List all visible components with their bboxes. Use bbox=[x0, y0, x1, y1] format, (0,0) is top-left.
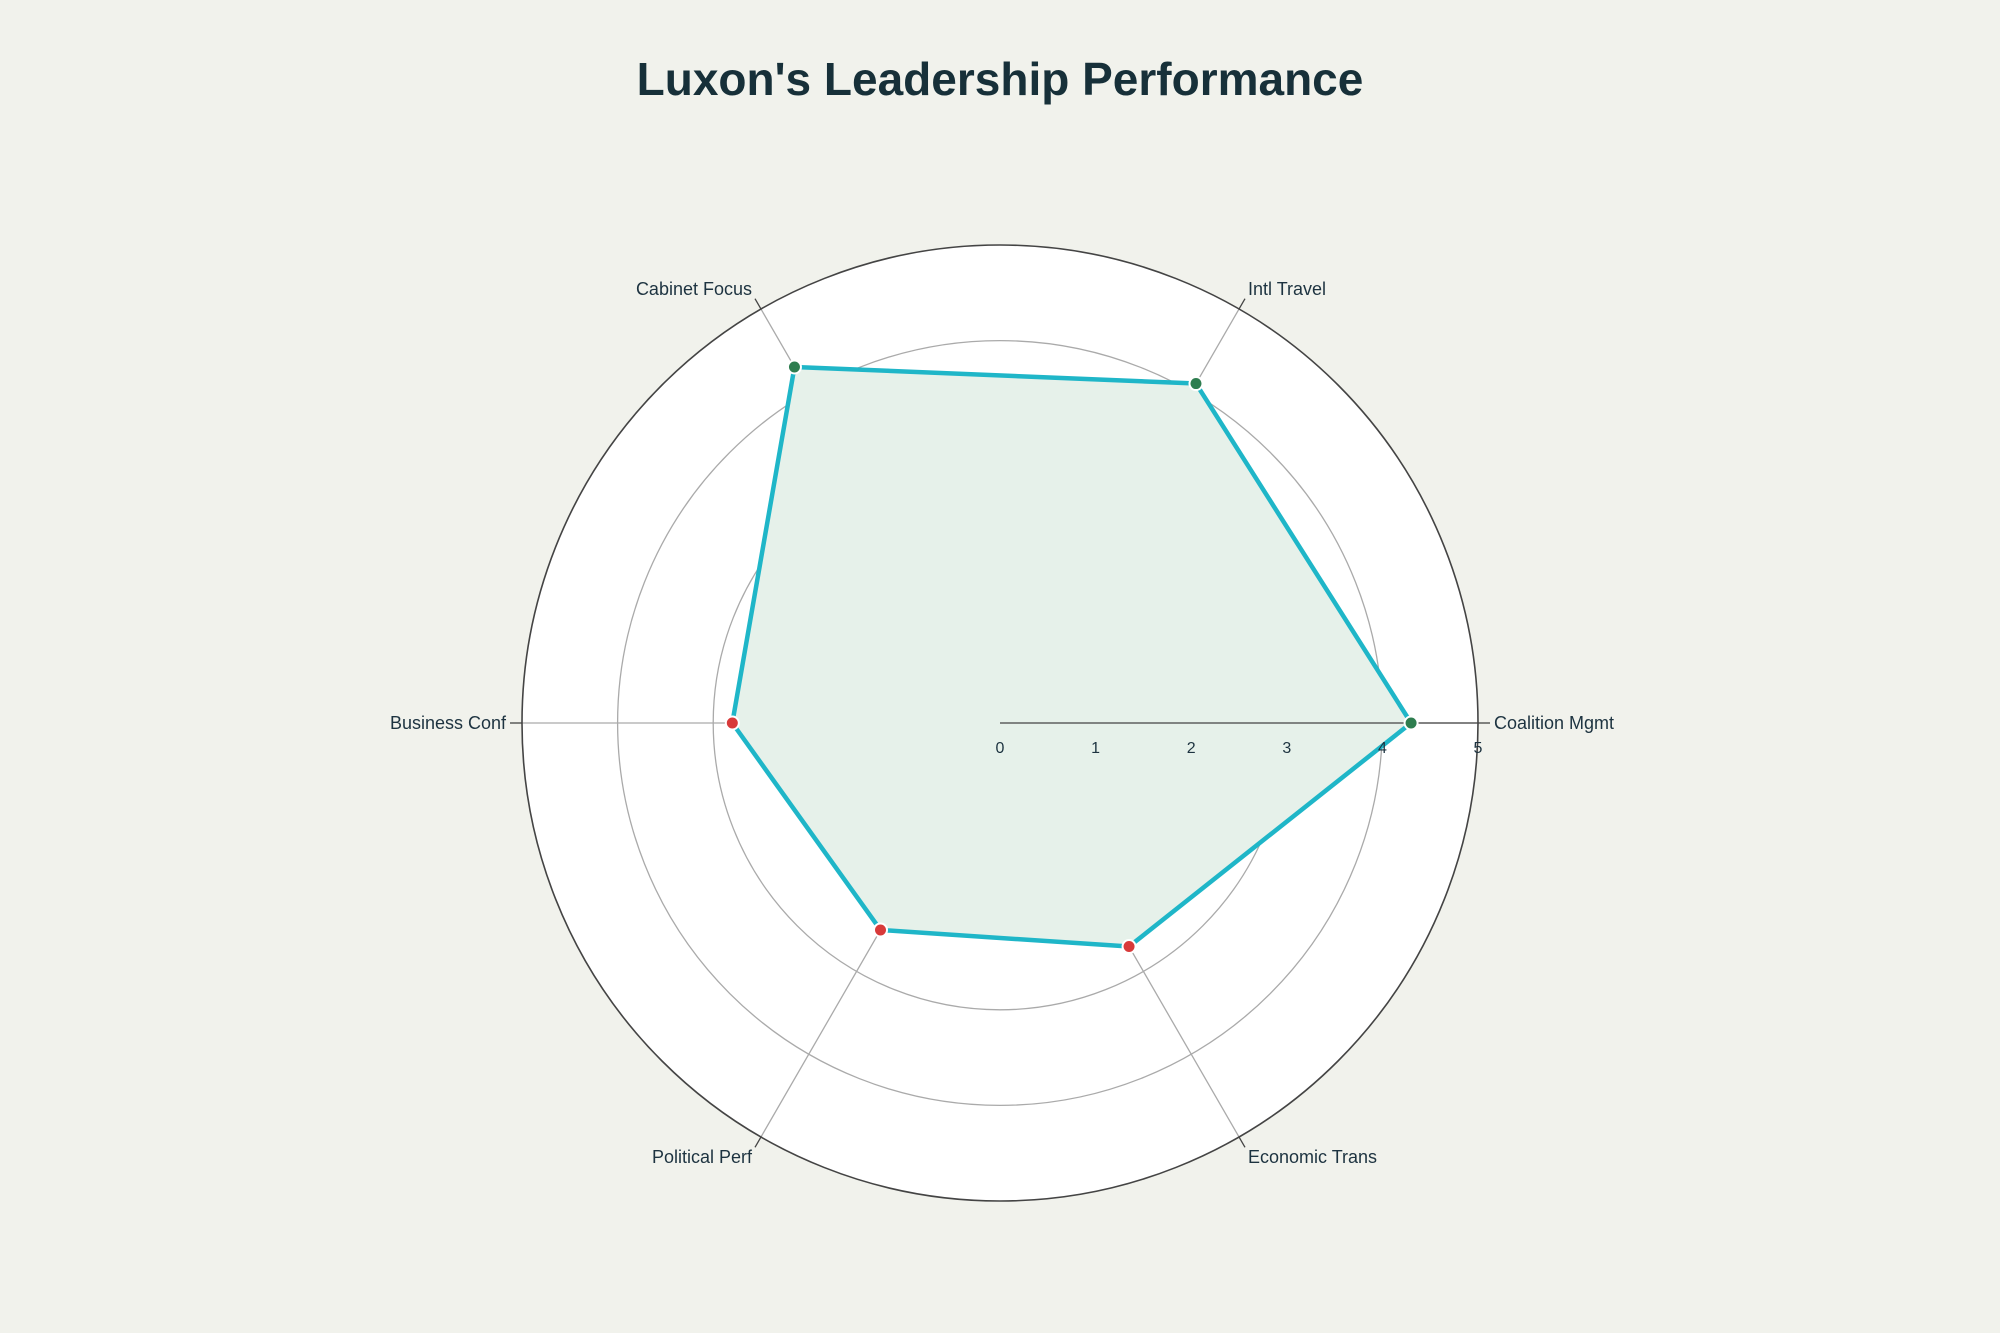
axis-label: Business Conf bbox=[390, 713, 507, 733]
data-point[interactable] bbox=[873, 922, 888, 938]
radial-tick-label: 2 bbox=[1187, 740, 1196, 757]
radial-tick-label: 4 bbox=[1378, 740, 1387, 757]
data-point[interactable] bbox=[1403, 715, 1419, 731]
data-point[interactable] bbox=[1188, 376, 1204, 392]
axis-label: Economic Trans bbox=[1248, 1147, 1377, 1167]
axis-label: Political Perf bbox=[652, 1147, 753, 1167]
axis-tick bbox=[754, 298, 762, 310]
radial-tick-label: 1 bbox=[1091, 740, 1100, 757]
chart-title: Luxon's Leadership Performance bbox=[636, 53, 1364, 105]
radial-tick-label: 0 bbox=[996, 740, 1005, 757]
series-area bbox=[732, 366, 1412, 947]
axis-tick bbox=[1238, 298, 1246, 310]
axis-label: Coalition Mgmt bbox=[1494, 713, 1614, 733]
radial-tick-label: 3 bbox=[1282, 740, 1291, 757]
data-point[interactable] bbox=[1121, 939, 1137, 955]
axis-tick bbox=[754, 1136, 762, 1148]
axis-tick bbox=[1238, 1136, 1246, 1148]
axis-label: Intl Travel bbox=[1248, 279, 1326, 299]
radial-tick-label: 5 bbox=[1474, 740, 1483, 757]
data-point[interactable] bbox=[786, 359, 802, 375]
axis-label: Cabinet Focus bbox=[636, 279, 752, 299]
data-point[interactable] bbox=[724, 715, 740, 731]
